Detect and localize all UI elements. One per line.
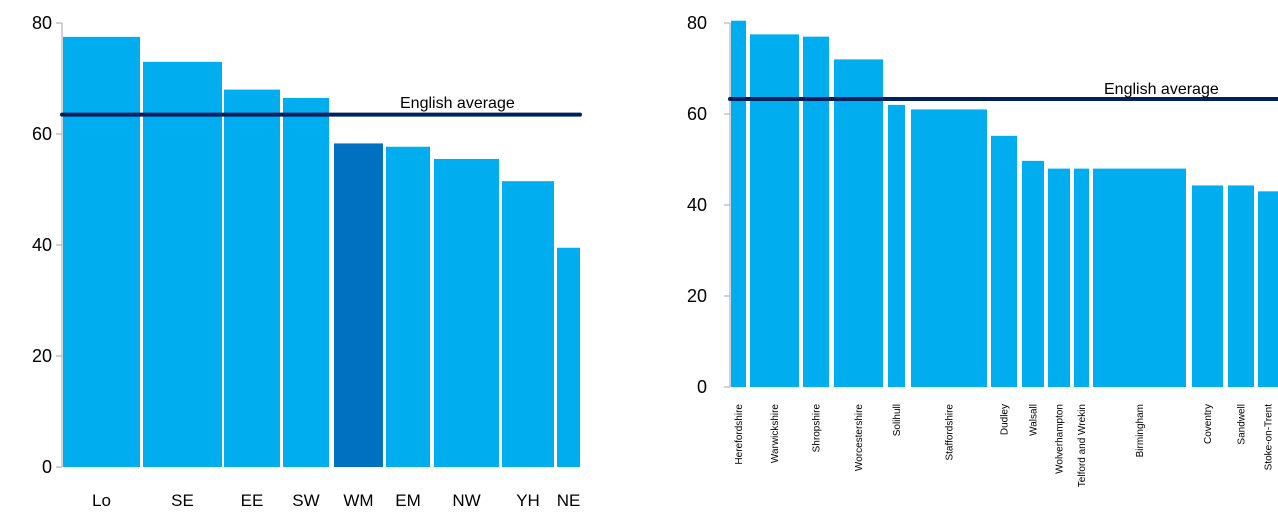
bar-wolverhampton	[1048, 168, 1070, 387]
bar-sandwell	[1228, 185, 1254, 387]
x-tick-label: Walsall	[1029, 404, 1040, 436]
x-tick-label: SE	[171, 491, 194, 510]
x-tick-label: Shropshire	[812, 404, 823, 453]
bar-solihull	[888, 104, 905, 388]
y-tick-label: 60	[687, 104, 707, 124]
bar-nw	[434, 158, 499, 467]
bar-birmingham	[1093, 168, 1186, 387]
y-tick-label: 20	[687, 286, 707, 306]
bar-ee	[224, 89, 280, 467]
chart-2: 0 20 40 60 80 Herefordshire Warwickshire Shrops…	[687, 13, 1278, 487]
bar-stoke-on-trent	[1258, 191, 1278, 387]
chart-1: 0 20 40 60 80 Lo SE EE SW WM EM NW YH NE English avera…	[32, 13, 582, 510]
x-tick-label: Telford and Wrekin	[1077, 404, 1088, 487]
x-tick-label: WM	[343, 491, 373, 510]
bar-dudley	[991, 135, 1017, 387]
x-tick-label: Herefordshire	[734, 404, 745, 465]
x-tick-label: Birmingham	[1135, 404, 1146, 457]
y-tick-label: 60	[32, 124, 52, 144]
bar-ne	[557, 247, 580, 467]
english-average-label: English average	[400, 95, 515, 112]
x-tick-label: NE	[557, 491, 581, 510]
bar-herefordshire	[731, 20, 746, 387]
x-tick-label: SW	[292, 491, 319, 510]
y-tick-label: 20	[32, 346, 52, 366]
x-tick-label: Worcestershire	[854, 404, 865, 471]
bar-lo	[63, 36, 140, 467]
bar-wm	[334, 143, 383, 467]
x-tick-label: Staffordshire	[945, 404, 956, 461]
bar-coventry	[1192, 185, 1223, 387]
x-tick-label: Lo	[92, 491, 111, 510]
y-tick-label: 0	[697, 377, 707, 397]
x-tick-label: EM	[395, 491, 421, 510]
english-average-label: English average	[1104, 81, 1219, 98]
x-tick-label: Stoke-on-Trent	[1264, 404, 1275, 471]
bar-em	[386, 146, 430, 467]
x-tick-label: Wolverhampton	[1055, 404, 1066, 474]
x-tick-label: Coventry	[1203, 404, 1214, 444]
x-tick-label: NW	[452, 491, 480, 510]
bar-sw	[283, 97, 329, 468]
x-tick-label: YH	[516, 491, 540, 510]
bar-walsall	[1022, 160, 1044, 387]
x-tick-label: Sandwell	[1237, 404, 1248, 445]
y-tick-label: 40	[32, 235, 52, 255]
y-tick-label: 40	[687, 195, 707, 215]
y-tick-label: 80	[32, 13, 52, 33]
x-tick-label: EE	[241, 491, 264, 510]
y-tick-label: 80	[687, 13, 707, 33]
bar-yh	[502, 181, 554, 468]
x-tick-label: Solihull	[892, 404, 903, 436]
bar-shropshire	[803, 36, 829, 388]
x-tick-label: Warwickshire	[770, 404, 781, 464]
y-tick-label: 0	[42, 457, 52, 477]
bar-telford-and-wrekin	[1074, 168, 1089, 387]
bar-worcestershire	[834, 59, 883, 388]
bar-staffordshire	[911, 109, 987, 387]
bar-se	[143, 61, 222, 467]
bar-warwickshire	[750, 34, 799, 387]
x-tick-label: Dudley	[1000, 404, 1011, 435]
